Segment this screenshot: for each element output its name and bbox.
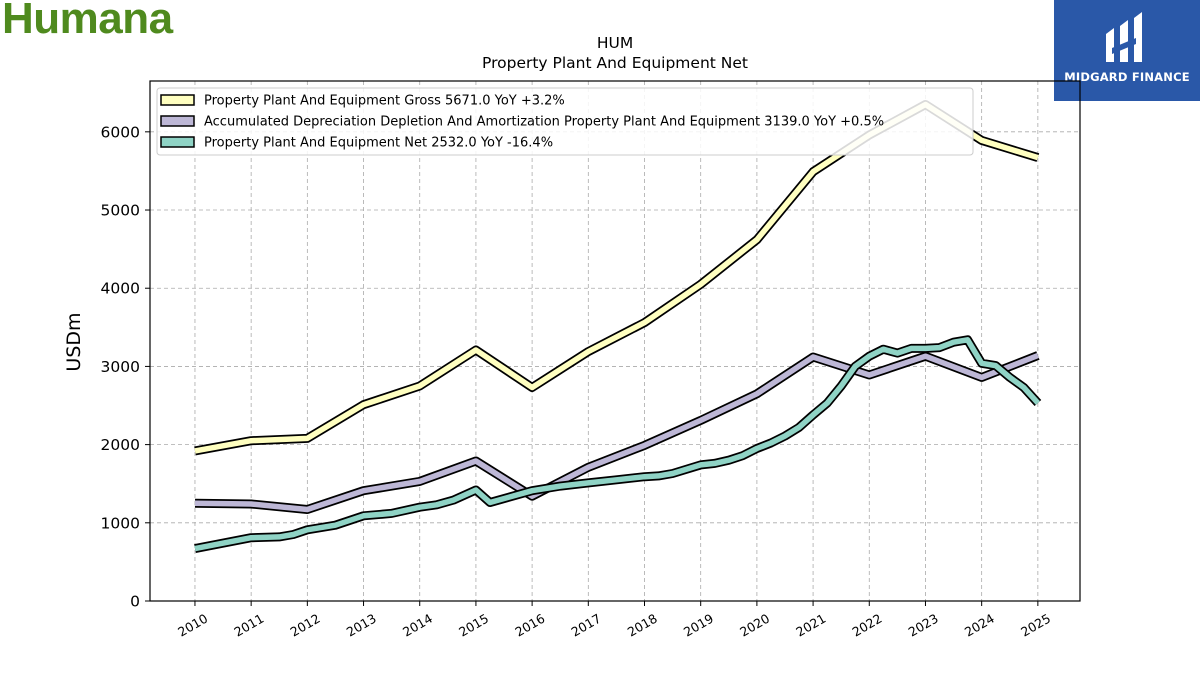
x-tick-label: 2015 [456, 611, 491, 640]
x-tick-label: 2017 [569, 611, 604, 640]
x-tick-label: 2024 [962, 611, 997, 640]
series-0-outline [194, 100, 1040, 456]
y-tick-label: 4000 [101, 280, 140, 298]
x-tick-label: 2022 [849, 611, 884, 640]
legend-entry: Accumulated Depreciation Depletion And A… [204, 115, 884, 130]
y-tick-label: 3000 [101, 358, 140, 376]
series-2-outline [194, 335, 1042, 554]
x-tick-label: 2020 [737, 611, 772, 640]
y-tick-label: 1000 [101, 514, 140, 532]
x-axis: 2010 2011 2012 2013 2014 2015 2016 2017 2018 2019… [175, 601, 1053, 640]
midgard-logo-icon [1106, 12, 1142, 62]
series-0-line [194, 101, 1039, 454]
x-tick-label: 2014 [400, 611, 435, 640]
y-tick-label: 2000 [101, 436, 140, 454]
legend-swatch [160, 136, 195, 148]
x-tick-label: 2011 [231, 611, 266, 640]
series-2-line [194, 337, 1040, 552]
midgard-finance-badge: MIDGARD FINANCE [1054, 0, 1200, 101]
x-tick-label: 2025 [1018, 611, 1053, 640]
legend-entry: Property Plant And Equipment Net 2532.0 … [204, 136, 553, 151]
legend-swatch [160, 94, 195, 106]
x-tick-label: 2010 [175, 611, 210, 640]
x-tick-label: 2016 [512, 611, 547, 640]
chart-subtitle: Property Plant And Equipment Net [482, 54, 748, 72]
badge-text: MIDGARD FINANCE [1064, 70, 1190, 84]
x-tick-label: 2018 [625, 611, 660, 640]
x-tick-label: 2021 [793, 611, 828, 640]
series-1-line [194, 352, 1039, 513]
plot-frame [149, 80, 1081, 602]
legend-entry: Property Plant And Equipment Gross 5671.… [204, 94, 565, 109]
x-tick-label: 2019 [681, 611, 716, 640]
x-tick-label: 2012 [288, 611, 323, 640]
legend-box [156, 87, 974, 156]
y-axis: 0 1000 2000 3000 4000 5000 6000 [101, 123, 150, 611]
x-tick-label: 2023 [906, 611, 941, 640]
series-lines [194, 100, 1042, 554]
legend-swatch [160, 115, 195, 127]
y-tick-label: 5000 [101, 202, 140, 220]
y-tick-label: 0 [130, 593, 140, 611]
legend: Property Plant And Equipment Gross 5671.… [156, 87, 974, 156]
x-tick-label: 2013 [344, 611, 379, 640]
y-axis-label: USDm [63, 312, 85, 371]
chart-title: HUM [597, 34, 633, 52]
y-tick-label: 6000 [101, 123, 140, 141]
humana-logo: Humana [2, 0, 173, 43]
